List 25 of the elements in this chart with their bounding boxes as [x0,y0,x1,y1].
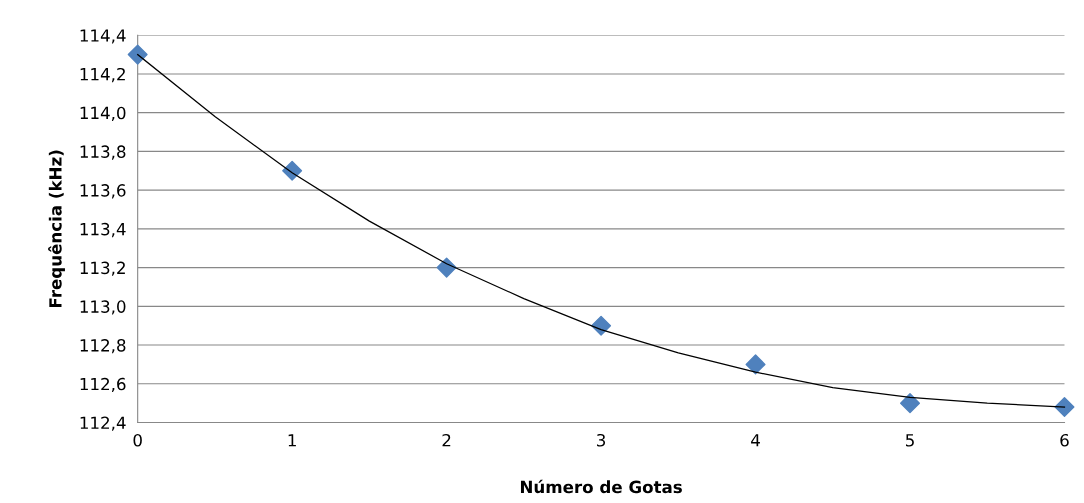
x-tick-label: 1 [288,434,296,447]
x-tick-label: 5 [906,434,914,447]
y-tick-label: 112,6 [80,377,126,393]
y-tick-label: 113,4 [80,222,126,238]
x-axis-title: Número de Gotas [520,479,682,494]
point [591,315,612,336]
x-tick-label: 0 [133,433,142,447]
y-tick-label: 113,2 [80,261,125,276]
point [745,354,766,375]
point [282,160,303,181]
y-tick-label: 114,4 [80,29,126,44]
y-tick-label: 112,8 [80,339,126,354]
point [900,393,921,414]
x-tick-label: 3 [597,433,606,447]
y-tick-label: 113,0 [80,300,126,315]
y-tick-label: 114,2 [80,67,125,83]
x-tick-label: 6 [1060,433,1069,447]
y-axis-title: Frequência (kHz) [48,150,65,308]
point [127,44,148,65]
y-tick-label: 114,0 [80,106,126,121]
x-tick-label: 4 [751,434,760,447]
y-tick-label: 112,4 [80,416,126,431]
y-tick-label: 113,6 [80,184,126,199]
y-tick-label: 113,8 [80,145,126,160]
x-tick-label: 2 [442,433,451,447]
